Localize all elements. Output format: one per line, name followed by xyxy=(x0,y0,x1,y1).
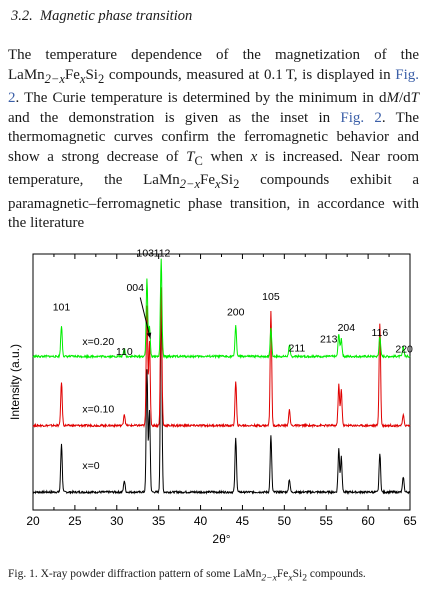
para-var: T xyxy=(410,90,419,106)
peak-label: 204 xyxy=(338,322,356,334)
peak-label: 103 xyxy=(136,248,154,260)
body-paragraph: The temperature dependence of the magnet… xyxy=(8,46,419,234)
para-sub: x xyxy=(79,71,86,86)
series-line-2 xyxy=(32,258,411,360)
para-sub: 2−x xyxy=(179,177,201,191)
para-sub: x xyxy=(215,177,221,191)
caption-sub: 2−x xyxy=(261,572,277,584)
series-layer xyxy=(32,258,411,495)
section-title: Magnetic phase transition xyxy=(40,8,193,24)
section-number: 3.2. xyxy=(11,8,33,24)
peak-label: 116 xyxy=(371,327,388,339)
y-axis-label: Intensity (a.u.) xyxy=(8,344,22,420)
x-tick-label: 50 xyxy=(278,514,292,528)
arrow-head xyxy=(146,332,152,339)
peak-label: 213 xyxy=(320,333,338,345)
peak-label: 105 xyxy=(262,291,280,303)
para-var: M xyxy=(386,90,399,106)
sample-label: x=0.20 xyxy=(82,336,114,348)
axis-layer: 20 25 30 35 40 45 50 55 60 65 2θ° Intensity (a.u.) xyxy=(8,254,417,546)
section-heading: 3.2. Magnetic phase transition xyxy=(11,8,192,25)
x-tick-label: 55 xyxy=(320,514,334,528)
peak-label: 211 xyxy=(289,342,306,354)
caption-sub: x xyxy=(288,572,293,584)
figure-link[interactable]: Fig. 2 xyxy=(340,109,382,126)
peak-label: 112 xyxy=(154,248,171,260)
peak-label: 101 xyxy=(53,301,71,313)
para-text: Fe xyxy=(64,66,80,83)
peak-label: 110 xyxy=(116,346,133,358)
para-text: compounds exhibit a paramagnetic–ferroma… xyxy=(8,172,419,231)
x-tick-label: 35 xyxy=(152,514,166,528)
para-text: is increased. Near room temperature, the… xyxy=(8,148,419,189)
para-text: /d xyxy=(398,90,411,106)
x-tick-label: 60 xyxy=(361,514,375,528)
para-text: . The thermomagnetic curves confirm the … xyxy=(8,109,419,165)
caption-text: compounds. xyxy=(307,568,366,580)
para-var: T xyxy=(186,148,195,165)
sample-label: x=0.10 xyxy=(82,404,114,416)
caption-text: Si xyxy=(292,568,303,580)
x-axis-label: 2θ° xyxy=(212,532,230,546)
peak-label: 200 xyxy=(227,306,245,318)
caption-sub: 2 xyxy=(302,572,308,584)
caption-text: Fe xyxy=(276,568,289,580)
x-tick-label: 65 xyxy=(403,514,417,528)
para-sub: 2−x xyxy=(44,71,65,86)
x-tick-label: 20 xyxy=(26,514,40,528)
figure-link[interactable]: Fig. 2 xyxy=(8,66,419,107)
para-text: The temperature dependence of the magnet… xyxy=(8,47,419,83)
x-tick-label: 45 xyxy=(236,514,250,528)
para-text: Si xyxy=(220,172,234,188)
x-tick-label: 25 xyxy=(68,514,82,528)
sample-label: x=0 xyxy=(82,460,99,472)
para-text: . The Curie temperature is determined by… xyxy=(15,90,387,106)
caption-text: Fig. 1. X-ray powder diffraction pattern… xyxy=(8,568,262,580)
series-line-0 xyxy=(32,292,411,495)
para-sub: 2 xyxy=(97,71,105,86)
x-tick-label: 30 xyxy=(110,514,124,528)
para-sub: C xyxy=(194,153,203,168)
para-text: when xyxy=(202,148,251,165)
para-text: and the demonstration is given as the in… xyxy=(8,109,341,126)
para-var: x xyxy=(250,148,258,165)
figure-caption: Fig. 1. X-ray powder diffraction pattern… xyxy=(8,567,419,585)
series-line-1 xyxy=(32,287,411,429)
para-text: Fe xyxy=(200,172,216,188)
para-text: Si xyxy=(85,66,98,83)
para-text: compounds, measured at 0.1 T, is display… xyxy=(104,66,396,83)
para-sub: 2 xyxy=(233,177,240,191)
peak-label: 004 xyxy=(126,282,144,294)
arrow-line xyxy=(139,297,151,339)
x-tick-label: 40 xyxy=(194,514,208,528)
peak-label: 220 xyxy=(395,344,413,356)
